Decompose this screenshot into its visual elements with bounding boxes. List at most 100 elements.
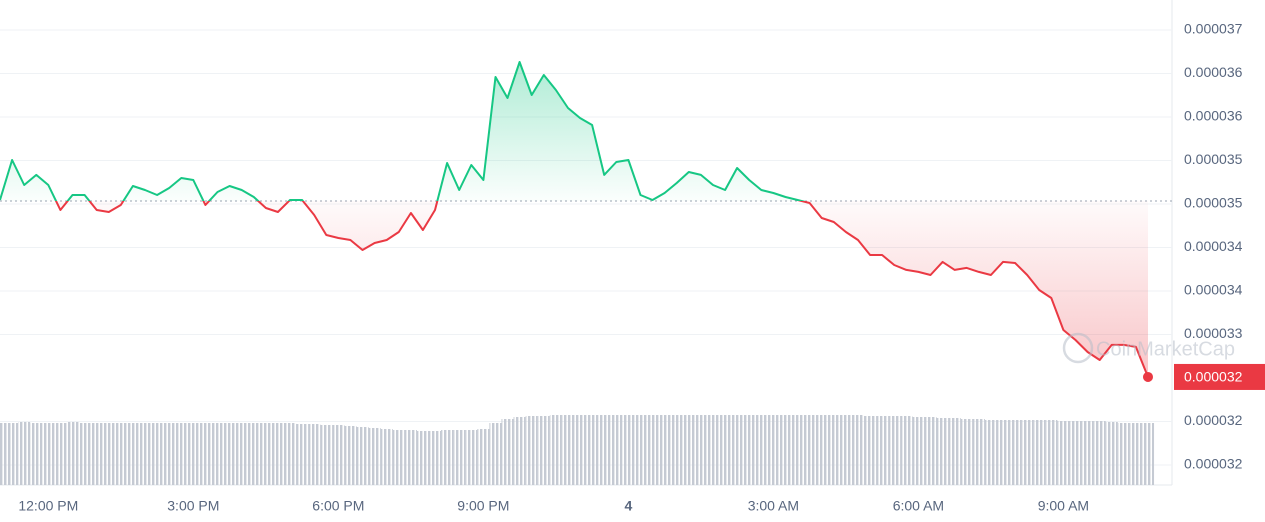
volume-bar bbox=[428, 431, 442, 485]
volume-bar bbox=[586, 415, 599, 485]
volume-bar bbox=[501, 419, 514, 485]
volume-bar bbox=[151, 423, 164, 485]
volume-bar bbox=[283, 423, 297, 485]
volume-bar bbox=[356, 427, 369, 485]
x-tick-label: 3:00 PM bbox=[167, 498, 219, 514]
volume-bar bbox=[1129, 423, 1142, 485]
volume-bar bbox=[1009, 420, 1022, 485]
x-tick-label: 4 bbox=[624, 498, 632, 514]
x-tick-label: 6:00 AM bbox=[893, 498, 944, 514]
volume-bar bbox=[972, 419, 985, 485]
volume-bar bbox=[646, 415, 659, 485]
y-tick-label: 0.000035 bbox=[1184, 195, 1243, 211]
volume-bar bbox=[706, 415, 720, 485]
volume-bar bbox=[187, 423, 200, 485]
volume-bar bbox=[851, 415, 865, 485]
volume-bar bbox=[827, 415, 840, 485]
volume-bar bbox=[247, 423, 260, 485]
volume-bar bbox=[1045, 420, 1058, 485]
volume-bar bbox=[175, 423, 188, 485]
volume-bar bbox=[138, 423, 152, 485]
volume-bar bbox=[743, 415, 756, 485]
volume-bar bbox=[380, 429, 393, 485]
volume-bar bbox=[6, 423, 19, 485]
volume-bar bbox=[719, 415, 732, 485]
volume-bar bbox=[1021, 420, 1034, 485]
x-tick-label: 9:00 PM bbox=[457, 498, 509, 514]
y-tick-label: 0.000032 bbox=[1184, 456, 1243, 472]
y-tick-label: 0.000034 bbox=[1184, 238, 1243, 254]
volume-bar bbox=[936, 418, 949, 485]
volume-bar bbox=[404, 430, 417, 485]
volume-bar bbox=[477, 429, 490, 485]
volume-bar bbox=[513, 417, 526, 485]
volume-bar bbox=[1093, 421, 1106, 485]
volume-bar bbox=[211, 423, 224, 485]
volume-bar bbox=[42, 423, 55, 485]
line-down bbox=[54, 200, 1149, 378]
volume-bar bbox=[864, 416, 877, 485]
volume-bar bbox=[66, 422, 79, 485]
watermark-logo bbox=[1062, 332, 1094, 364]
watermark: CoinMarketCap bbox=[1096, 338, 1235, 360]
volume-bar bbox=[984, 420, 997, 485]
volume-bar bbox=[1081, 421, 1094, 485]
volume-bar bbox=[948, 418, 961, 485]
volume-bar bbox=[90, 423, 103, 485]
volume-bar bbox=[54, 423, 67, 485]
volume-bar bbox=[755, 415, 768, 485]
volume-bar bbox=[779, 415, 792, 485]
volume-bar bbox=[598, 415, 611, 485]
volume-bar bbox=[537, 416, 550, 485]
volume-bar bbox=[610, 415, 623, 485]
volume-bar bbox=[574, 415, 587, 485]
area-down bbox=[0, 200, 1148, 377]
volume-bar bbox=[839, 415, 852, 485]
watermark-group: CoinMarketCap bbox=[1062, 332, 1235, 364]
volume-bar bbox=[308, 424, 321, 485]
volume-bar bbox=[815, 415, 828, 485]
x-tick-label: 3:00 AM bbox=[748, 498, 799, 514]
volume-bar bbox=[441, 430, 454, 485]
volume-bar bbox=[900, 416, 913, 485]
volume-bar bbox=[259, 423, 272, 485]
y-tick-label: 0.000036 bbox=[1184, 108, 1243, 124]
y-tick-label: 0.000034 bbox=[1184, 282, 1243, 298]
volume-bar bbox=[694, 415, 707, 485]
volume-bar bbox=[561, 415, 574, 485]
y-tick-label: 0.000035 bbox=[1184, 151, 1243, 167]
volume-bar bbox=[767, 415, 780, 485]
volume-bar bbox=[1141, 423, 1155, 485]
volume-bar bbox=[296, 424, 309, 485]
volume-bar bbox=[1069, 421, 1082, 485]
line-up bbox=[0, 61, 806, 201]
volume-bar bbox=[368, 428, 381, 485]
volume-bar bbox=[489, 423, 502, 485]
volume-bar bbox=[791, 415, 804, 485]
y-tick-label: 0.000037 bbox=[1184, 21, 1243, 37]
volume-bar bbox=[731, 415, 744, 485]
last-point bbox=[1143, 371, 1153, 382]
volume-bar bbox=[126, 423, 139, 485]
volume-bar bbox=[416, 431, 429, 485]
price-tag-box bbox=[1174, 363, 1265, 390]
y-tick-label: 0.000036 bbox=[1184, 64, 1243, 80]
volume-bar bbox=[1105, 422, 1118, 485]
volume-bar bbox=[235, 423, 248, 485]
volume-bar bbox=[223, 423, 236, 485]
volume-bar bbox=[996, 420, 1010, 485]
volume-bar bbox=[344, 426, 357, 485]
volume-bar bbox=[78, 423, 91, 485]
volume-bar bbox=[670, 415, 683, 485]
x-tick-label: 9:00 AM bbox=[1038, 498, 1089, 514]
volume-bar bbox=[658, 415, 671, 485]
volume-bar bbox=[465, 430, 478, 485]
y-tick-label: 0.000033 bbox=[1184, 325, 1243, 341]
volume-bar bbox=[912, 417, 925, 485]
volume-bar bbox=[803, 415, 816, 485]
price-tag: 0.000032 bbox=[1184, 369, 1243, 385]
volume-bar bbox=[332, 425, 345, 485]
x-tick-label: 6:00 PM bbox=[312, 498, 364, 514]
